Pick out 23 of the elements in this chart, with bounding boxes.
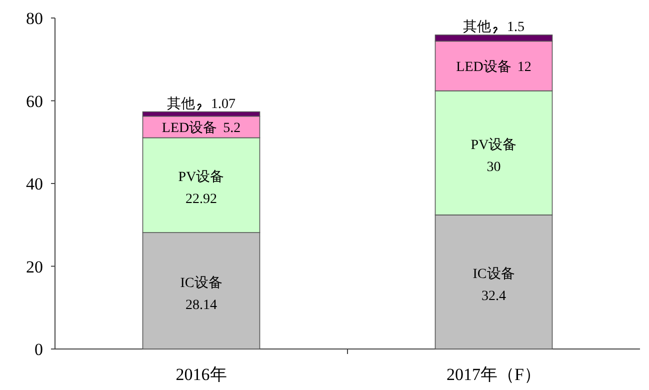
series-label: IC设备 xyxy=(180,274,222,291)
data-label: 30 xyxy=(486,160,501,175)
text: 其他 xyxy=(463,20,491,35)
text: PV设备 xyxy=(470,138,517,153)
y-tick-label: 80 xyxy=(26,9,43,28)
y-tick-label: 60 xyxy=(26,92,43,111)
y-tick-label: 20 xyxy=(26,257,43,276)
data-label: 5.2 xyxy=(223,120,241,136)
text: LED设备 xyxy=(456,60,512,75)
series-label: PV设备 xyxy=(178,169,224,186)
data-label: 22.92 xyxy=(186,192,217,208)
series-label: LED设备 xyxy=(162,120,218,136)
data-label: 1.5 xyxy=(507,20,524,35)
data-label: 28.14 xyxy=(186,298,217,313)
y-tick-label: 0 xyxy=(34,340,43,359)
x-tick-label: 2016年 xyxy=(176,365,227,384)
data-label: 12 xyxy=(517,60,532,75)
y-tick-label: 40 xyxy=(26,174,43,194)
text: IC设备 xyxy=(472,266,515,282)
series-label: 其他 xyxy=(167,96,195,112)
data-label: 32.4 xyxy=(482,288,506,304)
x-tick-label: 2017年（F） xyxy=(446,365,541,384)
data-label: 1.07 xyxy=(211,96,236,112)
